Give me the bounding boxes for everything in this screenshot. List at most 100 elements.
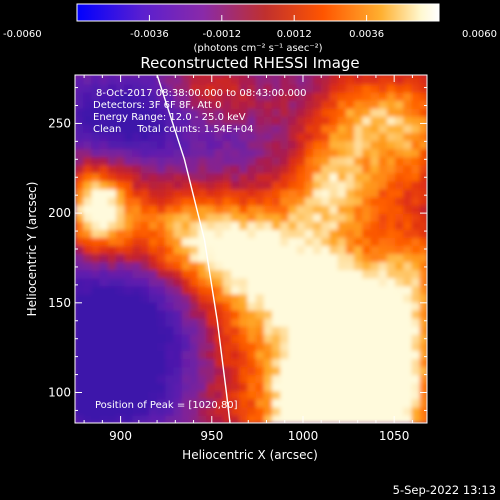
heatmap-cell <box>370 253 380 263</box>
heatmap-cell <box>403 116 413 125</box>
heatmap-cell <box>189 237 199 247</box>
heatmap-cell <box>124 83 134 93</box>
heatmap-cell <box>116 172 125 182</box>
heatmap-cell <box>230 100 240 109</box>
heatmap-cell <box>378 358 388 368</box>
heatmap-cell <box>263 285 273 295</box>
heatmap-cell <box>116 261 125 271</box>
heatmap-cell <box>75 326 84 335</box>
heatmap-cell <box>419 374 427 384</box>
heatmap-cell <box>354 164 363 174</box>
heatmap-cell <box>345 83 355 93</box>
heatmap-cell <box>378 108 388 117</box>
heatmap-cell <box>181 261 191 271</box>
heatmap-cell <box>124 108 134 117</box>
heatmap-cell <box>321 196 331 206</box>
heatmap-cell <box>296 261 306 271</box>
heatmap-cell <box>313 253 322 263</box>
heatmap-cell <box>386 180 396 190</box>
heatmap-cell <box>116 309 125 319</box>
heatmap-cell <box>116 374 125 384</box>
heatmap-cell <box>99 124 109 133</box>
heatmap-cell <box>337 196 347 206</box>
heatmap-cell <box>370 326 380 335</box>
heatmap-cell <box>173 75 183 77</box>
heatmap-cell <box>107 124 117 133</box>
heatmap-cell <box>255 406 265 416</box>
heatmap-cell <box>189 148 199 158</box>
heatmap-cell <box>370 75 380 77</box>
colorbar-tick-label: 0.0060 <box>462 29 497 40</box>
heatmap-cell <box>345 196 355 206</box>
heatmap-cell <box>395 229 404 238</box>
heatmap-cell <box>148 83 158 93</box>
heatmap-cell <box>304 245 314 255</box>
heatmap-cell <box>362 132 372 142</box>
heatmap-cell <box>165 180 175 190</box>
heatmap-cell <box>91 92 101 101</box>
heatmap-cell <box>148 358 158 368</box>
heatmap-cell <box>255 188 265 198</box>
heatmap-cell <box>321 261 331 271</box>
heatmap-cell <box>321 334 331 343</box>
heatmap-cell <box>296 334 306 343</box>
heatmap-cell <box>370 148 380 158</box>
heatmap-cell <box>157 172 166 182</box>
heatmap-cell <box>75 172 84 182</box>
heatmap-cell <box>345 172 355 182</box>
heatmap-cell <box>247 221 257 230</box>
heatmap-cell <box>271 261 281 271</box>
heatmap-cell <box>337 188 347 198</box>
heatmap-cell <box>230 253 240 263</box>
heatmap-cell <box>91 83 101 93</box>
heatmap-cell <box>214 116 224 125</box>
heatmap-cell <box>296 382 306 392</box>
heatmap-cell <box>132 277 142 287</box>
heatmap-cell <box>370 309 380 319</box>
heatmap-cell <box>296 342 306 351</box>
heatmap-cell <box>362 285 372 295</box>
heatmap-cell <box>280 132 289 142</box>
heatmap-cell <box>75 350 84 360</box>
heatmap-cell <box>214 309 224 319</box>
heatmap-cell <box>304 350 314 360</box>
heatmap-cell <box>313 277 322 287</box>
heatmap-cell <box>386 285 396 295</box>
heatmap-cell <box>271 382 281 392</box>
heatmap-cell <box>329 188 339 198</box>
heatmap-cell <box>313 124 322 133</box>
heatmap-cell <box>263 261 273 271</box>
heatmap-cell <box>345 213 355 222</box>
heatmap-cell <box>419 83 427 93</box>
heatmap-cell <box>198 366 207 376</box>
heatmap-cell <box>198 374 207 384</box>
heatmap-cell <box>230 205 240 214</box>
heatmap-cell <box>181 358 191 368</box>
heatmap-cell <box>165 132 175 142</box>
heatmap-cell <box>395 132 404 142</box>
heatmap-cell <box>411 318 421 327</box>
heatmap-cell <box>140 334 150 343</box>
heatmap-cell <box>403 75 413 77</box>
heatmap-cell <box>337 390 347 400</box>
heatmap-cell <box>181 164 191 174</box>
heatmap-cell <box>247 342 257 351</box>
heatmap-cell <box>214 358 224 368</box>
heatmap-cell <box>124 366 134 376</box>
heatmap-cell <box>198 309 207 319</box>
heatmap-cell <box>386 374 396 384</box>
heatmap-cell <box>296 398 306 408</box>
heatmap-cell <box>329 100 339 109</box>
heatmap-cell <box>189 116 199 125</box>
heatmap-cell <box>198 398 207 408</box>
heatmap-cell <box>329 326 339 335</box>
heatmap-cell <box>239 156 248 166</box>
heatmap-cell <box>263 156 273 166</box>
heatmap-cell <box>132 406 142 416</box>
heatmap-cell <box>173 269 183 279</box>
heatmap-cell <box>271 245 281 255</box>
heatmap-cell <box>75 132 84 142</box>
heatmap-cell <box>198 156 207 166</box>
heatmap-cell <box>75 245 84 255</box>
heatmap-cell <box>173 318 183 327</box>
